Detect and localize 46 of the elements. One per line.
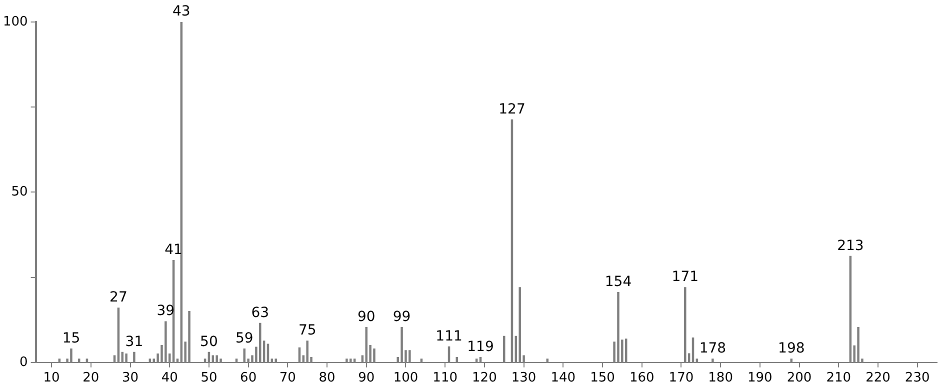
annotation: 31 bbox=[125, 334, 144, 350]
annotation: 119 bbox=[467, 338, 494, 355]
x-tick-label: 20 bbox=[82, 370, 100, 386]
x-tick-label: 40 bbox=[161, 370, 178, 386]
x-tick-label: 110 bbox=[432, 370, 458, 386]
x-tick-label: 100 bbox=[393, 370, 418, 386]
x-tick-label: 220 bbox=[866, 370, 890, 386]
x-tick-label: 180 bbox=[708, 370, 733, 386]
x-tick-label: 70 bbox=[279, 370, 296, 386]
y-tick-label: 0 bbox=[20, 354, 28, 370]
y-tick-label: 50 bbox=[11, 184, 28, 200]
annotation: 90 bbox=[357, 308, 376, 325]
annotation: 43 bbox=[172, 4, 190, 20]
annotation: 213 bbox=[837, 238, 864, 254]
annotation: 198 bbox=[778, 340, 805, 357]
x-tick-label: 140 bbox=[550, 370, 576, 386]
x-tick-label: 10 bbox=[43, 370, 60, 386]
annotation: 99 bbox=[392, 308, 411, 325]
annotation: 63 bbox=[251, 304, 270, 321]
x-tick-label: 80 bbox=[318, 370, 336, 386]
annotation: 15 bbox=[62, 330, 80, 346]
annotation: 27 bbox=[110, 290, 128, 306]
x-tick-label: 190 bbox=[747, 370, 772, 386]
annotation: 171 bbox=[672, 269, 699, 286]
x-tick-label: 230 bbox=[904, 370, 930, 386]
x-tick-label: 160 bbox=[629, 370, 654, 386]
annotation: 50 bbox=[200, 334, 218, 350]
x-tick-label: 130 bbox=[511, 370, 536, 386]
x-tick-label: 120 bbox=[472, 370, 497, 386]
annotation: 111 bbox=[436, 328, 462, 344]
annotation: 127 bbox=[498, 101, 526, 118]
x-tick-label: 200 bbox=[786, 370, 812, 386]
x-tick-label: 50 bbox=[200, 370, 218, 386]
x-tick-label: 60 bbox=[240, 370, 257, 386]
annotation: 59 bbox=[235, 330, 254, 346]
annotation: 178 bbox=[699, 340, 726, 357]
annotation: 154 bbox=[604, 274, 632, 290]
annotation: 41 bbox=[164, 242, 182, 258]
annotation: 39 bbox=[156, 303, 175, 320]
x-tick-label: 30 bbox=[122, 370, 139, 386]
annotation: 75 bbox=[298, 322, 316, 339]
x-tick-label: 150 bbox=[590, 370, 615, 386]
x-tick-label: 170 bbox=[668, 370, 694, 386]
x-tick-label: 90 bbox=[358, 370, 375, 386]
x-tick-label: 210 bbox=[826, 370, 852, 386]
y-tick-label: 100 bbox=[2, 14, 28, 30]
